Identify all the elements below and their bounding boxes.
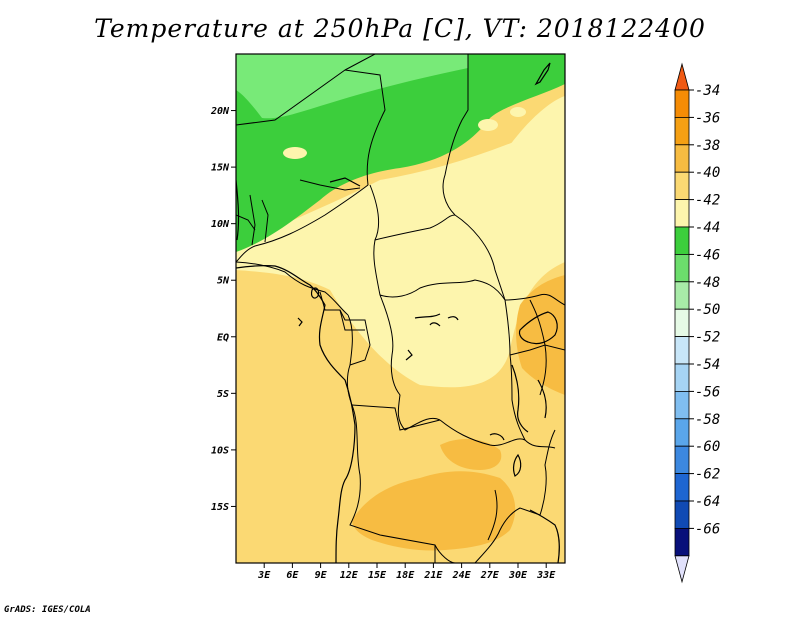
colorbar-box <box>674 281 690 310</box>
field-spot-pale <box>283 147 307 159</box>
lon-tick-label: 27E <box>480 570 500 581</box>
lat-tick-label: 20N <box>210 106 230 117</box>
colorbar-box <box>674 528 690 557</box>
colorbar-label: -38 <box>695 138 720 154</box>
lat-tick-label: EQ <box>217 332 229 343</box>
lon-tick-label: 24E <box>452 570 472 581</box>
colorbar-label: -44 <box>695 220 720 236</box>
lat-tick-label: 15S <box>211 502 229 513</box>
lon-tick-label: 6E <box>286 570 299 581</box>
colorbar-label: -62 <box>695 467 720 483</box>
lon-tick-label: 21E <box>423 570 443 581</box>
lat-tick-label: 10S <box>211 445 229 456</box>
colorbar-box <box>674 473 690 502</box>
colorbar-label: -42 <box>695 193 720 209</box>
colorbar-label: -60 <box>695 439 720 455</box>
lon-tick-label: 12E <box>340 570 359 581</box>
colorbar-box <box>674 500 690 529</box>
latitude-axis: 20N 15N 10N 5N EQ 5S 10S 15S <box>210 106 236 513</box>
field-band-orange-east <box>516 275 565 395</box>
plot-frame <box>235 53 566 564</box>
colorbar-box <box>674 336 690 365</box>
colorbar-box <box>674 171 690 200</box>
colorbar-bottom-arrow <box>674 555 690 584</box>
colorbar-box <box>674 89 690 118</box>
colorbar: -34 -36 -38 -40 -42 -44 -46 -48 -50 -52 -54 -56 -58 -… <box>674 62 720 584</box>
colorbar-label: -48 <box>695 275 720 291</box>
field-band-orange-south <box>352 471 516 551</box>
colorbar-label: -50 <box>695 302 720 318</box>
colorbar-box <box>674 390 690 420</box>
colorbar-box <box>674 363 690 392</box>
colorbar-top-arrow <box>674 62 690 91</box>
lon-tick-label: 33E <box>536 570 556 581</box>
colorbar-box <box>674 253 690 283</box>
colorbar-label: -64 <box>695 494 720 510</box>
lon-tick-label: 3E <box>257 570 271 581</box>
field-band-orange-central <box>440 438 502 470</box>
longitude-axis: 3E 6E 9E 12E 15E 18E 21E 24E 27E 30E 33E <box>257 563 556 581</box>
colorbar-label: -54 <box>695 357 720 373</box>
colorbar-box <box>674 117 690 146</box>
colorbar-label: -66 <box>695 521 720 537</box>
colorbar-box <box>674 226 690 255</box>
colorbar-box <box>674 418 690 447</box>
colorbar-box <box>674 308 690 338</box>
lon-tick-label: 9E <box>315 570 328 581</box>
colorbar-box <box>674 199 690 228</box>
colorbar-label: -46 <box>695 247 720 263</box>
field-spot-pale <box>478 119 498 131</box>
colorbar-box <box>674 144 690 173</box>
colorbar-label: -58 <box>695 412 720 428</box>
field-band-light-green <box>236 54 468 119</box>
colorbar-label: -34 <box>695 83 720 99</box>
field-band-pale-yellow-east <box>510 96 565 150</box>
colorbar-label: -40 <box>695 165 720 181</box>
lon-tick-label: 15E <box>368 570 387 581</box>
lon-tick-label: 18E <box>396 570 415 581</box>
colorbar-box <box>674 445 690 475</box>
colorbar-label: -56 <box>695 384 720 400</box>
footer-credit: GrADS: IGES/COLA <box>4 605 91 615</box>
lat-tick-label: 15N <box>211 163 230 174</box>
temperature-field <box>236 54 565 563</box>
lat-tick-label: 5S <box>217 389 229 400</box>
colorbar-label: -52 <box>695 330 720 346</box>
lat-tick-label: 5N <box>217 276 230 287</box>
field-band-pale-yellow <box>236 120 565 388</box>
colorbar-label: -36 <box>695 110 720 126</box>
lat-tick-label: 10N <box>211 219 230 230</box>
lon-tick-label: 30E <box>508 570 528 581</box>
map-title: Temperature at 250hPa [C], VT: 201812240… <box>94 14 706 43</box>
field-spot-pale <box>510 107 526 117</box>
